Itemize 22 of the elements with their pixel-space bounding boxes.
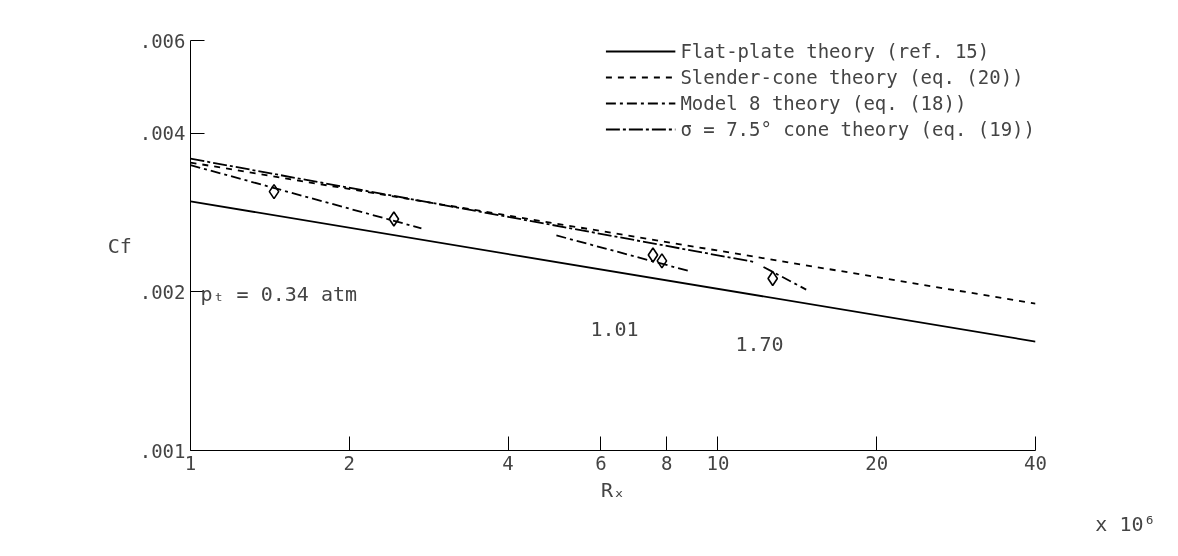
annotation: 1.01 [590, 316, 639, 341]
x-tick-label: 2 [343, 451, 356, 474]
x-tick-label: 20 [865, 451, 889, 474]
x-tick-label: 4 [502, 451, 514, 474]
y-tick-label: .001 [139, 439, 186, 462]
x-tick-label: 40 [1024, 451, 1047, 474]
x-tick-label: 8 [661, 451, 673, 474]
y-axis-title: Cf [107, 233, 132, 258]
y-tick-label: .004 [139, 122, 186, 145]
annotation: pₜ = 0.34 atm [200, 281, 358, 306]
x-tick-label: 6 [595, 451, 607, 474]
legend-label: Flat-plate theory (ref. 15) [680, 40, 990, 62]
x-axis-title: Rₓ [600, 477, 626, 502]
x-tick-label: 10 [706, 451, 730, 474]
legend-label: σ = 7.5° cone theory (eq. (19)) [680, 118, 1035, 140]
text: x 10⁶ [1095, 511, 1156, 536]
x-tick-label: 1 [184, 451, 197, 474]
annotation: 1.70 [735, 331, 784, 356]
legend-label: Model 8 theory (eq. (18)) [680, 92, 967, 114]
y-tick-label: .002 [139, 280, 186, 303]
y-tick-label: .006 [139, 29, 186, 52]
legend-label: Slender-cone theory (eq. (20)) [680, 66, 1024, 88]
